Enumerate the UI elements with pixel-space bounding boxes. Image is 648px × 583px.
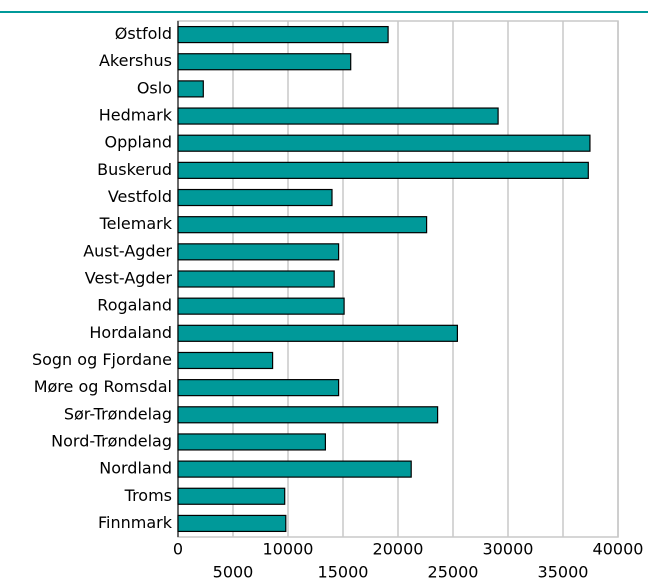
y-tick-label: Sogn og Fjordane [32,350,172,369]
y-tick-label: Vestfold [108,187,172,206]
x-tick-label: 15000 [318,563,369,582]
x-tick-label: 25000 [428,563,479,582]
y-tick-label: Rogaland [97,296,172,315]
bar [177,324,458,342]
bar [177,433,326,451]
x-tick-label: 35000 [538,563,589,582]
y-tick-label: Vest-Agder [85,269,173,288]
bar [177,80,204,98]
y-tick-label: Aust-Agder [83,241,172,260]
y-tick-label: Oslo [137,78,172,97]
bar [177,216,428,234]
y-tick-label: Nordland [99,459,172,478]
bar [177,514,287,533]
y-tick-label: Finnmark [98,513,173,532]
bar [177,351,274,370]
y-tick-label: Troms [124,486,172,505]
x-tick-label: 10000 [263,540,314,559]
bar [177,25,389,44]
x-tick-label: 40000 [593,540,644,559]
x-tick-label: 0 [173,540,183,559]
bar [177,297,345,315]
y-tick-label: Nord-Trøndelag [51,431,172,450]
y-tick-label: Møre og Romsdal [34,377,172,396]
bar [177,243,340,261]
bar [177,188,333,207]
x-tick-label: 20000 [373,540,424,559]
bar [177,161,589,179]
y-tick-label: Telemark [99,214,173,233]
bar [177,270,335,288]
bar [177,53,352,71]
y-tick-label: Hedmark [99,106,173,125]
bar [177,460,412,478]
y-tick-label: Østfold [115,24,172,43]
x-tick-label: 5000 [213,563,254,582]
bar [177,406,439,424]
y-tick-label: Akershus [99,51,172,70]
y-tick-label: Sør-Trøndelag [64,404,172,423]
y-tick-label: Buskerud [97,160,172,179]
bar [177,487,286,505]
y-tick-label: Hordaland [89,323,172,342]
y-tick-label: Oppland [105,133,172,152]
x-tick-label: 30000 [483,540,534,559]
bar [177,107,499,125]
bar [177,134,591,152]
bar [177,379,340,397]
